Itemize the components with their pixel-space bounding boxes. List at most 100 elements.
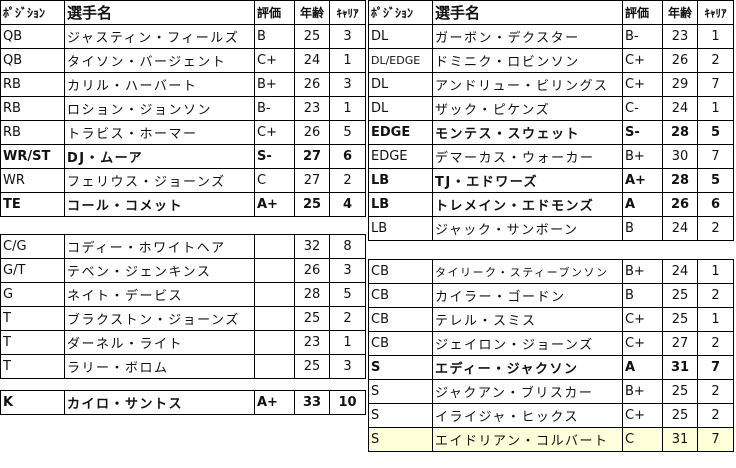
cell-age[interactable]: 28 — [294, 282, 330, 307]
cell-name[interactable]: ザック・ピケンズ — [432, 96, 623, 121]
cell-age[interactable]: 23 — [294, 96, 330, 121]
header-career[interactable]: ｷｬﾘｱ — [329, 0, 366, 25]
cell-rating[interactable]: A — [622, 355, 663, 380]
cell-age[interactable]: 25 — [662, 403, 698, 428]
header-position[interactable]: ﾎﾟｼﾞｼｮﾝ — [368, 0, 433, 25]
cell-age[interactable]: 29 — [662, 72, 698, 97]
cell-age[interactable]: 26 — [294, 258, 330, 283]
cell-age[interactable]: 24 — [662, 216, 698, 241]
cell-name[interactable]: ガーボン・デクスター — [432, 24, 623, 49]
header-age[interactable]: 年齢 — [294, 0, 330, 25]
cell-age[interactable]: 27 — [662, 331, 698, 356]
cell-career[interactable]: 7 — [697, 355, 734, 380]
cell-rating[interactable]: C — [622, 427, 663, 452]
cell-rating[interactable]: B- — [254, 96, 295, 121]
cell-name[interactable]: ブラクストン・ジョーンズ — [64, 306, 255, 331]
cell-rating[interactable]: B+ — [622, 379, 663, 404]
cell-name[interactable]: フェリウス・ジョーンズ — [64, 168, 255, 193]
cell-career[interactable]: 5 — [697, 168, 734, 193]
header-rating[interactable]: 評価 — [622, 0, 663, 25]
cell-pos[interactable]: S — [368, 403, 433, 428]
cell-career[interactable]: 2 — [697, 48, 734, 73]
cell-pos[interactable]: QB — [0, 48, 65, 73]
cell-age[interactable]: 33 — [294, 390, 330, 415]
cell-rating[interactable] — [254, 354, 295, 379]
cell-rating[interactable]: C+ — [622, 403, 663, 428]
cell-age[interactable]: 26 — [662, 192, 698, 217]
cell-rating[interactable]: A — [622, 192, 663, 217]
cell-age[interactable]: 32 — [294, 234, 330, 259]
cell-pos[interactable]: DL — [368, 24, 433, 49]
cell-name[interactable]: DJ・ムーア — [64, 144, 255, 169]
header-name[interactable]: 選手名 — [64, 0, 255, 25]
cell-rating[interactable]: S- — [622, 120, 663, 145]
cell-pos[interactable]: T — [0, 306, 65, 331]
cell-rating[interactable]: B+ — [622, 259, 663, 284]
cell-name[interactable]: テベン・ジェンキンス — [64, 258, 255, 283]
cell-career[interactable]: 2 — [329, 168, 366, 193]
cell-age[interactable]: 27 — [294, 144, 330, 169]
cell-pos[interactable]: WR — [0, 168, 65, 193]
cell-age[interactable]: 25 — [294, 192, 330, 217]
cell-rating[interactable]: B — [622, 216, 663, 241]
cell-rating[interactable]: C+ — [622, 72, 663, 97]
cell-rating[interactable]: C+ — [254, 120, 295, 145]
cell-pos[interactable]: DL — [368, 72, 433, 97]
cell-name[interactable]: ジェイロン・ジョーンズ — [432, 331, 623, 356]
cell-career[interactable]: 3 — [329, 24, 366, 49]
cell-rating[interactable]: B+ — [254, 72, 295, 97]
cell-age[interactable]: 31 — [662, 355, 698, 380]
cell-age[interactable]: 26 — [662, 48, 698, 73]
cell-age[interactable]: 27 — [294, 168, 330, 193]
cell-pos[interactable]: T — [0, 354, 65, 379]
cell-career[interactable]: 1 — [697, 307, 734, 332]
cell-rating[interactable]: S- — [254, 144, 295, 169]
cell-career[interactable]: 2 — [697, 283, 734, 308]
cell-name[interactable]: ネイト・デービス — [64, 282, 255, 307]
cell-rating[interactable]: B — [622, 283, 663, 308]
cell-career[interactable]: 5 — [329, 120, 366, 145]
cell-career[interactable]: 2 — [697, 331, 734, 356]
cell-name[interactable]: カリル・ハーバート — [64, 72, 255, 97]
cell-rating[interactable]: C+ — [622, 331, 663, 356]
cell-name[interactable]: ロション・ジョンソン — [64, 96, 255, 121]
cell-rating[interactable]: C — [254, 168, 295, 193]
cell-name[interactable]: カイロ・サントス — [64, 390, 255, 415]
cell-name[interactable]: エディー・ジャクソン — [432, 355, 623, 380]
cell-age[interactable]: 24 — [294, 48, 330, 73]
cell-pos[interactable]: TE — [0, 192, 65, 217]
cell-career[interactable]: 6 — [329, 144, 366, 169]
cell-pos[interactable]: G — [0, 282, 65, 307]
cell-name[interactable]: ドミニク・ロビンソン — [432, 48, 623, 73]
cell-name[interactable]: コール・コメット — [64, 192, 255, 217]
cell-pos[interactable]: LB — [368, 168, 433, 193]
cell-pos[interactable]: WR/ST — [0, 144, 65, 169]
cell-pos[interactable]: G/T — [0, 258, 65, 283]
cell-age[interactable]: 25 — [662, 283, 698, 308]
cell-name[interactable]: エイドリアン・コルバート — [432, 427, 623, 452]
cell-career[interactable]: 7 — [697, 427, 734, 452]
cell-pos[interactable]: S — [368, 379, 433, 404]
cell-career[interactable]: 1 — [697, 24, 734, 49]
cell-pos[interactable]: EDGE — [368, 144, 433, 169]
cell-pos[interactable]: T — [0, 330, 65, 355]
cell-name[interactable]: ジャクアン・ブリスカー — [432, 379, 623, 404]
cell-pos[interactable]: K — [0, 390, 65, 415]
cell-pos[interactable]: LB — [368, 216, 433, 241]
cell-name[interactable]: タイリーク・スティーブンソン — [432, 259, 623, 284]
cell-rating[interactable]: C+ — [254, 48, 295, 73]
header-name[interactable]: 選手名 — [432, 0, 623, 25]
cell-career[interactable]: 2 — [697, 403, 734, 428]
cell-career[interactable]: 5 — [697, 120, 734, 145]
cell-age[interactable]: 30 — [662, 144, 698, 169]
header-rating[interactable]: 評価 — [254, 0, 295, 25]
cell-age[interactable]: 31 — [662, 427, 698, 452]
cell-rating[interactable]: C+ — [622, 48, 663, 73]
cell-pos[interactable]: S — [368, 427, 433, 452]
cell-pos[interactable]: S — [368, 355, 433, 380]
cell-age[interactable]: 26 — [294, 120, 330, 145]
cell-age[interactable]: 25 — [662, 307, 698, 332]
cell-age[interactable]: 25 — [294, 354, 330, 379]
cell-pos[interactable]: QB — [0, 24, 65, 49]
cell-rating[interactable] — [254, 282, 295, 307]
